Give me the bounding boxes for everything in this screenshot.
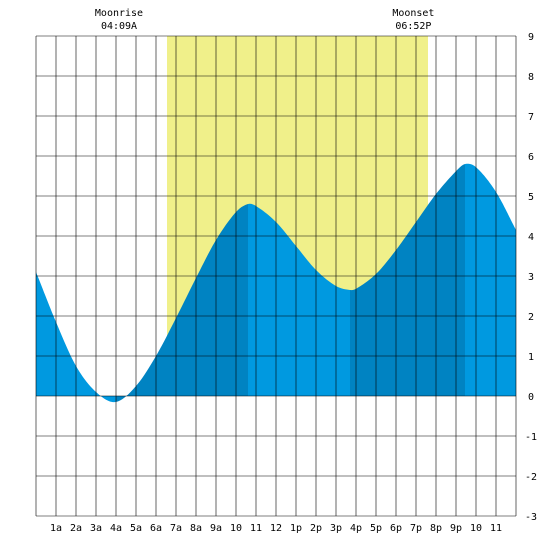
y-tick-label: -2 — [525, 472, 537, 483]
x-tick-label: 9a — [210, 523, 222, 534]
y-tick-label: 3 — [528, 272, 534, 283]
tide-area-segment — [248, 203, 350, 396]
x-tick-label: 3a — [90, 523, 102, 534]
x-tick-label: 8a — [190, 523, 202, 534]
x-tick-label: 11 — [250, 523, 262, 534]
x-tick-label: 4p — [350, 523, 362, 534]
x-tick-label: 11 — [490, 523, 502, 534]
moon-event-time: 04:09A — [101, 21, 137, 32]
x-tick-label: 2p — [310, 523, 322, 534]
x-tick-label: 2a — [70, 523, 82, 534]
y-tick-label: 5 — [528, 192, 534, 203]
y-tick-label: 6 — [528, 152, 534, 163]
y-tick-label: 1 — [528, 352, 534, 363]
x-tick-label: 8p — [430, 523, 442, 534]
y-tick-label: 8 — [528, 72, 534, 83]
x-tick-label: 10 — [470, 523, 482, 534]
tide-area-segment — [115, 204, 248, 402]
x-tick-label: 1p — [290, 523, 302, 534]
y-tick-label: -3 — [525, 512, 537, 523]
x-tick-label: 10 — [230, 523, 242, 534]
x-tick-label: 3p — [330, 523, 342, 534]
x-tick-label: 6a — [150, 523, 162, 534]
y-tick-label: -1 — [525, 432, 537, 443]
y-tick-label: 7 — [528, 112, 534, 123]
tide-area-segment — [465, 163, 516, 396]
x-tick-label: 4a — [110, 523, 122, 534]
x-tick-label: 7p — [410, 523, 422, 534]
x-tick-label: 6p — [390, 523, 402, 534]
y-tick-label: 0 — [528, 392, 534, 403]
y-tick-label: 4 — [528, 232, 534, 243]
y-tick-label: 2 — [528, 312, 534, 323]
moon-event-title: Moonset — [392, 8, 434, 19]
x-tick-label: 9p — [450, 523, 462, 534]
x-tick-label: 5p — [370, 523, 382, 534]
x-tick-label: 1a — [50, 523, 62, 534]
x-tick-label: 7a — [170, 523, 182, 534]
moon-event-title: Moonrise — [95, 8, 143, 19]
moon-event-time: 06:52P — [395, 21, 431, 32]
x-tick-label: 12 — [270, 523, 282, 534]
x-tick-label: 5a — [130, 523, 142, 534]
y-tick-label: 9 — [528, 32, 534, 43]
